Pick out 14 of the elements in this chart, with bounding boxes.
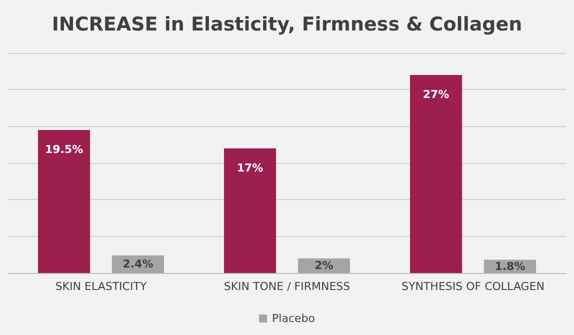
x-tick-label: SYNTHESIS OF COLLAGEN — [402, 280, 544, 293]
data-label: 1.8% — [494, 260, 526, 273]
data-label: 19.5% — [44, 143, 84, 156]
data-label: 17% — [236, 161, 264, 174]
legend-label: Placebo — [272, 312, 316, 325]
x-tick-label: SKIN TONE / FIRMNESS — [224, 280, 350, 293]
bar — [410, 75, 462, 273]
data-label: 27% — [422, 88, 450, 101]
x-tick-label: SKIN ELASTICITY — [55, 280, 147, 293]
data-label: 2.4% — [122, 258, 154, 271]
chart-title: INCREASE in Elasticity, Firmness & Collagen — [52, 14, 522, 36]
data-label: 2% — [314, 259, 334, 272]
bar — [38, 130, 90, 273]
bar — [224, 148, 276, 273]
